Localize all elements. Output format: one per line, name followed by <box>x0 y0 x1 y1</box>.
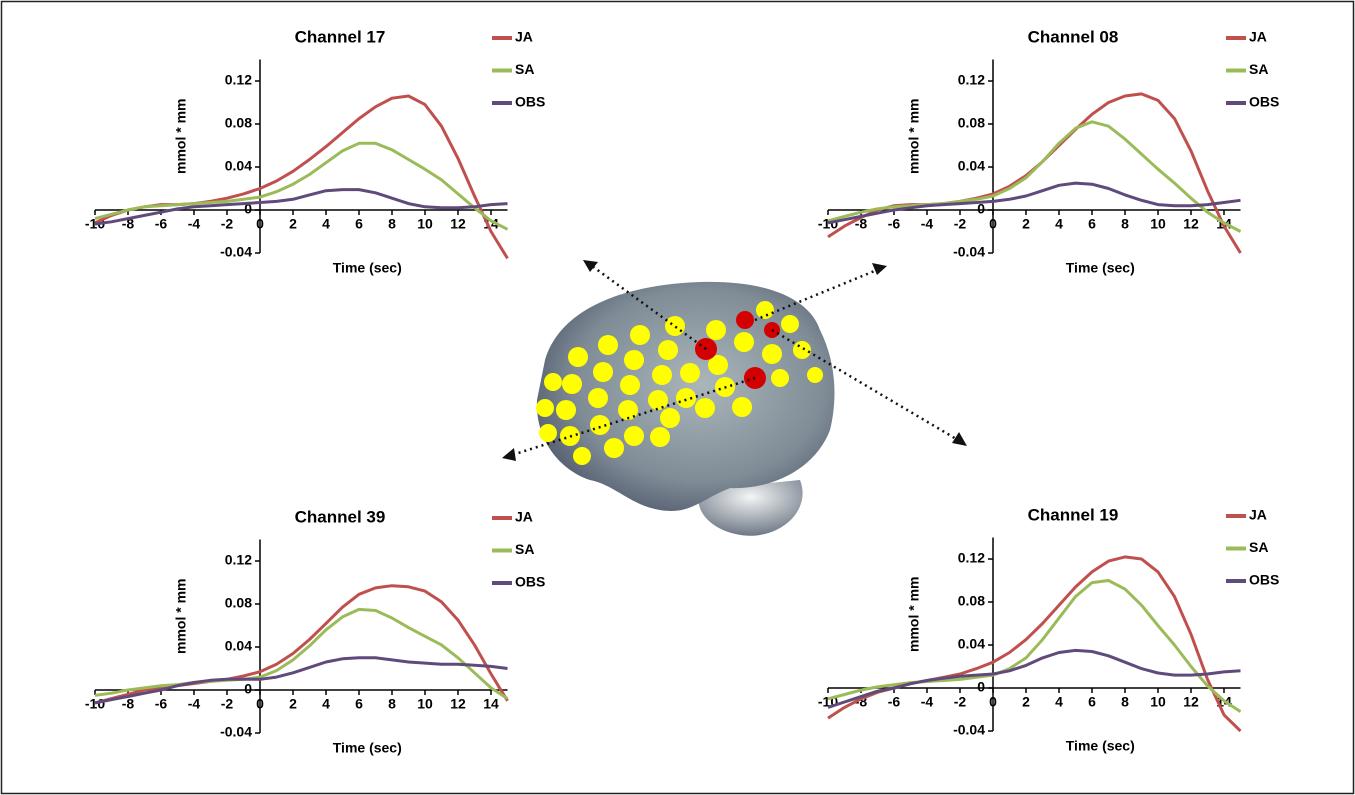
y-tick-label: 0.08 <box>225 595 252 611</box>
x-axis-label: Time (sec) <box>1066 738 1135 754</box>
x-tick-label: -2 <box>954 216 967 232</box>
x-tick-label: -2 <box>221 216 234 232</box>
x-tick-label: -10 <box>85 696 105 712</box>
x-tick-label: 6 <box>1088 216 1096 232</box>
x-tick-label: -6 <box>155 216 168 232</box>
x-tick-label: 12 <box>450 696 466 712</box>
legend-label: JA <box>515 509 533 525</box>
x-tick-label: 6 <box>355 216 363 232</box>
legend-label: OBS <box>515 94 545 110</box>
x-tick-label: 0 <box>256 216 264 232</box>
y-axis-label: mmol * mm <box>173 579 189 654</box>
chart-title: Channel 17 <box>295 27 386 46</box>
x-tick-label: -4 <box>188 696 201 712</box>
x-tick-label: 8 <box>388 216 396 232</box>
x-tick-label: 0 <box>989 216 997 232</box>
legend-label: OBS <box>1249 94 1279 110</box>
y-tick-label: -0.04 <box>220 724 252 740</box>
x-tick-label: -4 <box>188 216 201 232</box>
y-tick-label: 0.12 <box>225 72 252 88</box>
y-tick-label: 0 <box>977 679 985 695</box>
chart-title: Channel 39 <box>295 507 386 526</box>
legend-label: SA <box>1249 539 1268 555</box>
y-tick-label: -0.04 <box>953 722 985 738</box>
x-tick-label: 10 <box>1150 694 1166 710</box>
x-tick-label: 12 <box>450 216 466 232</box>
legend-label: SA <box>515 541 534 557</box>
legend-label: SA <box>515 61 534 77</box>
legend-label: SA <box>1249 61 1268 77</box>
x-tick-label: 4 <box>1055 694 1063 710</box>
y-tick-label: 0.08 <box>225 115 252 131</box>
x-tick-label: 6 <box>355 696 363 712</box>
legend-label: OBS <box>1249 572 1279 588</box>
x-tick-label: 8 <box>1121 216 1129 232</box>
x-tick-label: -4 <box>921 216 934 232</box>
x-tick-label: 6 <box>1088 694 1096 710</box>
x-tick-label: 12 <box>1183 216 1199 232</box>
y-tick-label: 0.12 <box>958 72 985 88</box>
x-tick-label: 4 <box>322 696 330 712</box>
y-tick-label: 0.04 <box>958 636 985 652</box>
y-tick-label: 0.12 <box>225 552 252 568</box>
y-tick-label: 0.08 <box>958 593 985 609</box>
x-tick-label: 8 <box>388 696 396 712</box>
x-tick-label: 0 <box>256 696 264 712</box>
x-tick-label: 10 <box>417 216 433 232</box>
x-tick-label: 4 <box>1055 216 1063 232</box>
x-tick-label: -2 <box>954 694 967 710</box>
x-tick-label: 2 <box>289 216 297 232</box>
x-axis-label: Time (sec) <box>333 260 402 276</box>
chart-title: Channel 08 <box>1028 27 1119 46</box>
x-tick-label: 2 <box>289 696 297 712</box>
x-tick-label: -6 <box>155 696 168 712</box>
figure: Channel 17-0.0400.040.080.12-10-8-6-4-20… <box>0 0 1355 795</box>
y-tick-label: 0.12 <box>958 550 985 566</box>
x-tick-label: 8 <box>1121 694 1129 710</box>
y-tick-label: 0 <box>244 681 252 697</box>
x-tick-label: 2 <box>1022 216 1030 232</box>
y-axis-label: mmol * mm <box>173 99 189 174</box>
y-tick-label: -0.04 <box>953 244 985 260</box>
y-axis-label: mmol * mm <box>906 99 922 174</box>
y-tick-label: 0.08 <box>958 115 985 131</box>
y-axis-label: mmol * mm <box>906 577 922 652</box>
y-tick-label: -0.04 <box>220 244 252 260</box>
x-tick-label: 10 <box>417 696 433 712</box>
x-axis-label: Time (sec) <box>1066 260 1135 276</box>
x-tick-label: -6 <box>888 216 901 232</box>
y-tick-label: 0.04 <box>225 158 252 174</box>
x-tick-label: 4 <box>322 216 330 232</box>
legend-label: OBS <box>515 574 545 590</box>
x-tick-label: -6 <box>888 694 901 710</box>
chart-title: Channel 19 <box>1028 505 1119 524</box>
x-axis-label: Time (sec) <box>333 740 402 756</box>
x-tick-label: 2 <box>1022 694 1030 710</box>
x-tick-label: 12 <box>1183 694 1199 710</box>
legend-label: JA <box>515 29 533 45</box>
x-tick-label: 0 <box>989 694 997 710</box>
legend-label: JA <box>1249 29 1267 45</box>
legend-label: JA <box>1249 507 1267 523</box>
x-tick-label: 14 <box>483 696 499 712</box>
y-tick-label: 0.04 <box>225 638 252 654</box>
x-tick-label: -4 <box>921 694 934 710</box>
x-tick-label: 10 <box>1150 216 1166 232</box>
x-tick-label: -2 <box>221 696 234 712</box>
y-tick-label: 0.04 <box>958 158 985 174</box>
